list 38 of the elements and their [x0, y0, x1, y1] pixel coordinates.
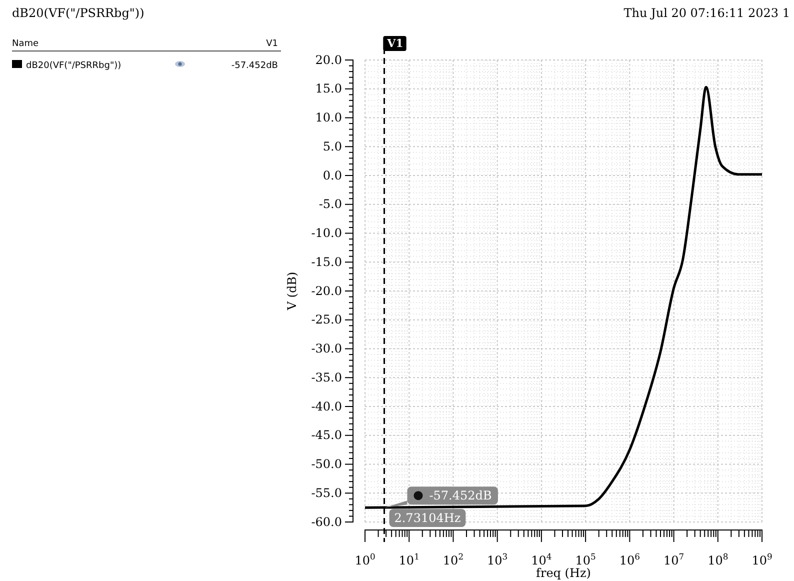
y-tick-label: -50.0	[311, 457, 342, 472]
y-tick-label: -40.0	[311, 399, 342, 414]
y-tick-label: 15.0	[315, 82, 342, 96]
text: -57.452dB	[231, 61, 278, 71]
x-tick-label: 10$^{0}$	[354, 551, 376, 568]
y-tick-label: -15.0	[311, 254, 342, 269]
x-tick-label: 10$^{2}$	[442, 551, 464, 568]
y-tick-label: -35.0	[311, 370, 342, 384]
y-tick-label: -5.0	[318, 197, 342, 212]
y-tick-label: -60.0	[311, 514, 342, 529]
y-tick-label: 0.0	[322, 168, 342, 182]
legend-label: dB20(VF("/PSRRbg"))	[26, 61, 122, 71]
annotation: 2.73104Hz	[394, 511, 461, 525]
x-tick-label: 10$^{3}$	[487, 551, 508, 568]
x-tick-label: 10$^{5}$	[575, 551, 596, 568]
y-tick-label: 5.0	[322, 139, 342, 154]
y-tick-label: -10.0	[311, 226, 342, 240]
y-tick-label: -45.0	[311, 428, 342, 442]
y-tick-label: -30.0	[311, 342, 342, 356]
chart-subtitle: Thu Jul 20 07:16:11 2023 1	[624, 6, 790, 20]
x-tick-label: 10$^{8}$	[708, 551, 728, 568]
x-tick-label: 10$^{4}$	[531, 551, 552, 568]
y-axis-title: V (dB)	[285, 272, 299, 312]
ref-line-label: V1	[386, 37, 404, 50]
annotation: -57.452dB	[429, 488, 492, 503]
x-tick-label: 10$^{1}$	[398, 551, 420, 568]
y-tick-label: 20.0	[315, 52, 342, 67]
y-tick-label: 10.0	[315, 110, 342, 125]
y-tick-label: -20.0	[311, 284, 342, 298]
text: dB20(VF("/PSRRbg"))	[12, 6, 144, 20]
x-tick-label: 10$^{9}$	[752, 551, 772, 568]
y-tick-label: -25.0	[311, 312, 342, 327]
x-tick-label: 10$^{7}$	[663, 551, 684, 568]
x-axis-title: freq (Hz)	[536, 566, 591, 580]
y-tick-label: -55.0	[311, 486, 342, 500]
legend-title: Name	[12, 39, 40, 49]
text: V1	[266, 39, 278, 49]
x-tick-label: 10$^{6}$	[619, 551, 640, 568]
